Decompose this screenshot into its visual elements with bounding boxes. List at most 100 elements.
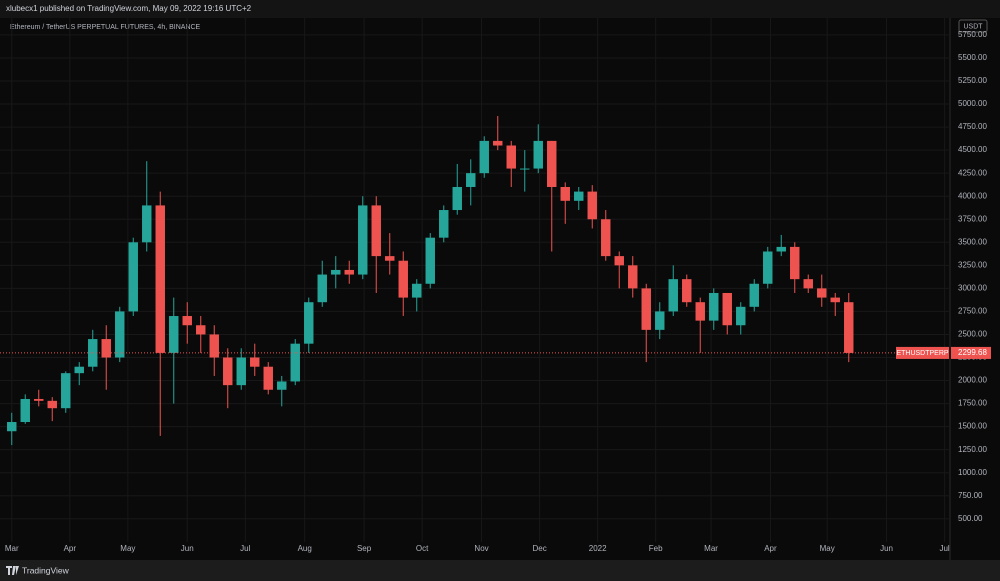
candle-body — [169, 316, 179, 353]
currency-box — [958, 19, 988, 33]
y-tick-label: 1250.00 — [958, 445, 987, 454]
candle-body — [695, 302, 705, 321]
candle-body — [655, 311, 665, 330]
y-tick-label: 500.00 — [958, 514, 983, 523]
x-tick-label: Nov — [474, 544, 488, 553]
y-tick-label: 4250.00 — [958, 168, 987, 177]
candle-body — [34, 398, 44, 401]
x-tick-label: Jun — [880, 544, 893, 553]
candle-body — [479, 140, 489, 174]
candle-body — [290, 343, 300, 382]
y-tick-label: 5750.00 — [958, 30, 987, 39]
x-tick-label: Sep — [357, 544, 372, 553]
candle-body — [223, 357, 233, 386]
candle-body — [196, 325, 206, 335]
x-tick-label: Jun — [181, 544, 194, 553]
y-tick-label: 2000.00 — [958, 376, 987, 385]
candle-body — [128, 242, 138, 312]
y-tick-label: 4750.00 — [958, 122, 987, 131]
candle-body — [547, 140, 557, 187]
candle-body — [304, 302, 314, 344]
candle-body — [506, 145, 516, 169]
candle-body — [88, 339, 98, 367]
x-tick-label: Mar — [704, 544, 718, 553]
candle-body — [263, 366, 273, 390]
candle-body — [668, 279, 678, 312]
candle-body — [7, 422, 17, 432]
candle-body — [182, 316, 192, 326]
y-tick-label: 4000.00 — [958, 191, 987, 200]
candle-body — [47, 400, 57, 409]
candle-body — [830, 297, 840, 303]
candle-body — [601, 219, 611, 257]
candle-body — [520, 168, 530, 170]
last-price-label: 2299.68 — [958, 348, 987, 357]
candle-body — [358, 205, 368, 275]
candle-body — [641, 288, 651, 330]
candle-body — [20, 398, 30, 423]
logo — [6, 566, 19, 575]
y-tick-label: 2750.00 — [958, 307, 987, 316]
brand: TradingView — [22, 565, 70, 575]
y-tick-label: 3750.00 — [958, 214, 987, 223]
footer-bar — [0, 560, 1000, 581]
candle-body — [236, 357, 246, 386]
candle-body — [817, 288, 827, 298]
candle-body — [277, 381, 287, 390]
x-tick-label: Apr — [764, 544, 777, 553]
x-tick-label: Jul — [939, 544, 949, 553]
x-tick-label: 2022 — [589, 544, 607, 553]
candle-body — [803, 279, 813, 289]
x-tick-label: Oct — [416, 544, 429, 553]
y-tick-label: 4500.00 — [958, 145, 987, 154]
candle-body — [101, 339, 111, 358]
candle-body — [344, 269, 354, 275]
candle-body — [439, 210, 449, 238]
candle-body — [331, 269, 341, 275]
candle-body — [398, 260, 408, 298]
x-tick-label: Apr — [64, 544, 77, 553]
candle-body — [493, 140, 503, 146]
candle-body — [425, 237, 435, 284]
y-tick-label: 750.00 — [958, 491, 983, 500]
y-tick-label: 5500.00 — [958, 53, 987, 62]
candle-body — [574, 191, 584, 201]
candle-body — [412, 283, 422, 298]
candle-body — [682, 279, 692, 303]
candle-body — [385, 256, 395, 261]
candle-body — [790, 246, 800, 280]
candle-body — [209, 334, 219, 358]
candle-body — [74, 366, 84, 374]
y-tick-label: 3500.00 — [958, 237, 987, 246]
candle-body — [250, 357, 260, 367]
y-tick-label: 1750.00 — [958, 399, 987, 408]
candle-body — [533, 140, 543, 169]
x-tick-label: Dec — [532, 544, 546, 553]
candle-body — [614, 256, 624, 266]
candle-body — [371, 205, 381, 257]
x-tick-label: Aug — [298, 544, 312, 553]
x-tick-label: Feb — [649, 544, 663, 553]
y-tick-label: 1000.00 — [958, 468, 987, 477]
candle-body — [452, 186, 462, 211]
symbol-label: ETHUSDTPERP — [896, 350, 948, 357]
candle-body — [142, 205, 152, 243]
candle-body — [115, 311, 125, 358]
currency: USDT — [963, 23, 983, 30]
y-tick-label: 5000.00 — [958, 99, 987, 108]
y-tick-label: 5250.00 — [958, 76, 987, 85]
price-tag — [951, 346, 991, 359]
chart-title: Ethereum / TetherUS PERPETUAL FUTURES, 4… — [10, 24, 201, 31]
y-tick-label: 3250.00 — [958, 260, 987, 269]
candle-body — [736, 306, 746, 326]
candle-body — [61, 373, 71, 409]
candle-body — [722, 292, 732, 326]
candle-body — [749, 283, 759, 307]
candle-body — [628, 265, 638, 289]
candle-body — [763, 251, 773, 284]
candle-body — [466, 173, 476, 187]
candle-body — [317, 274, 327, 303]
